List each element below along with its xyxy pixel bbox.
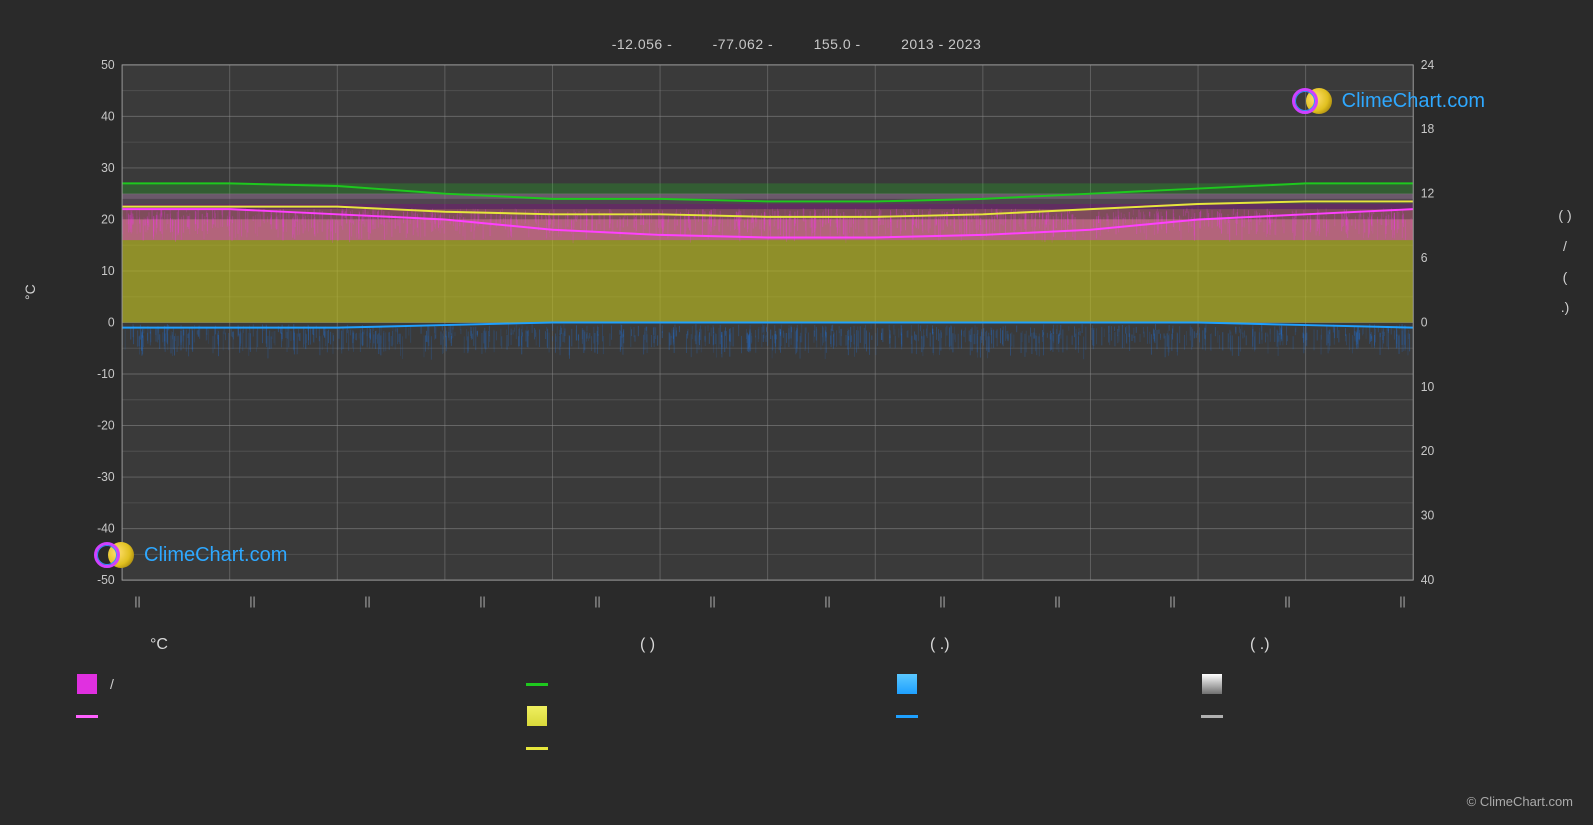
copyright-text: © ClimeChart.com xyxy=(1467,794,1573,809)
legend-col-2 xyxy=(526,668,560,764)
meta-years: 2013 - 2023 xyxy=(901,36,981,52)
svg-text:0: 0 xyxy=(108,315,115,329)
svg-text:0: 0 xyxy=(1421,315,1428,329)
svg-text:-30: -30 xyxy=(97,470,115,484)
legend-item xyxy=(896,700,930,732)
legend-col-1: / xyxy=(76,668,114,732)
svg-text:20: 20 xyxy=(101,212,115,226)
x-tick: || xyxy=(824,594,830,608)
svg-text:-10: -10 xyxy=(97,367,115,381)
x-tick: || xyxy=(709,594,715,608)
brand-text: ClimeChart.com xyxy=(1342,90,1485,113)
x-axis-labels: || || || || || || || || || || || || xyxy=(80,594,1460,612)
meta-lat: -12.056 - xyxy=(612,36,673,52)
x-tick: || xyxy=(249,594,255,608)
x-tick: || xyxy=(939,594,945,608)
x-tick: || xyxy=(364,594,370,608)
svg-text:12: 12 xyxy=(1421,186,1435,200)
legend-item xyxy=(896,668,930,700)
legend-header-a: ( ) xyxy=(640,636,655,654)
legend-item xyxy=(526,668,560,700)
svg-text:40: 40 xyxy=(101,109,115,123)
legend-header-tc: °C xyxy=(150,636,168,654)
legend-item xyxy=(526,700,560,732)
legend-col-4 xyxy=(1201,668,1235,732)
svg-text:10: 10 xyxy=(1421,380,1435,394)
x-tick: || xyxy=(1054,594,1060,608)
brand-logo-top: ClimeChart.com xyxy=(1292,86,1485,116)
legend-item xyxy=(76,700,114,732)
legend-col-3 xyxy=(896,668,930,732)
y-axis-left-unit: °C xyxy=(22,284,38,300)
svg-text:-50: -50 xyxy=(97,573,115,587)
globe-sun-icon xyxy=(94,540,138,570)
svg-text:20: 20 xyxy=(1421,444,1435,458)
x-tick: || xyxy=(1169,594,1175,608)
x-tick: || xyxy=(134,594,140,608)
x-tick: || xyxy=(1284,594,1290,608)
brand-logo-bottom: ClimeChart.com xyxy=(94,540,287,570)
x-tick: || xyxy=(1399,594,1405,608)
svg-text:6: 6 xyxy=(1421,251,1428,265)
legend-item xyxy=(526,732,560,764)
brand-text: ClimeChart.com xyxy=(144,544,287,567)
meta-lon: -77.062 - xyxy=(713,36,774,52)
meta-alt: 155.0 - xyxy=(814,36,861,52)
y-axis-right-units: ( ) / ( .) xyxy=(1557,200,1573,323)
svg-text:30: 30 xyxy=(101,161,115,175)
svg-text:50: 50 xyxy=(101,58,115,72)
svg-text:18: 18 xyxy=(1421,122,1435,136)
svg-text:-40: -40 xyxy=(97,521,115,535)
legend-header-b: ( .) xyxy=(930,636,950,654)
svg-text:10: 10 xyxy=(101,264,115,278)
legend-header-c: ( .) xyxy=(1250,636,1270,654)
x-tick: || xyxy=(479,594,485,608)
legend-item xyxy=(1201,700,1235,732)
globe-sun-icon xyxy=(1292,86,1336,116)
climate-chart: 50 40 30 20 10 0 -10 -20 -30 -40 -50 24 18 12 6 0 10 20 30… xyxy=(80,60,1460,585)
x-tick: || xyxy=(594,594,600,608)
svg-text:-20: -20 xyxy=(97,418,115,432)
svg-text:30: 30 xyxy=(1421,508,1435,522)
svg-text:24: 24 xyxy=(1421,58,1435,72)
legend-item: / xyxy=(76,668,114,700)
svg-text:40: 40 xyxy=(1421,573,1435,587)
legend-item xyxy=(1201,668,1235,700)
chart-metadata: -12.056 - -77.062 - 155.0 - 2013 - 2023 xyxy=(0,36,1593,52)
